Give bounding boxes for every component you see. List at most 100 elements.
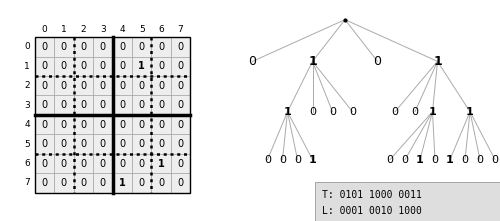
Bar — [132, 115, 152, 134]
Text: 0: 0 — [100, 178, 106, 188]
Text: 0: 0 — [309, 107, 316, 117]
Bar — [74, 115, 93, 134]
Bar — [171, 57, 190, 76]
Text: 6: 6 — [24, 159, 30, 168]
Bar — [34, 173, 54, 193]
Text: 0: 0 — [412, 107, 418, 117]
Text: 0: 0 — [80, 178, 86, 188]
Text: 0: 0 — [178, 42, 184, 52]
Text: 0: 0 — [158, 100, 164, 110]
Bar — [34, 154, 54, 173]
Text: 0: 0 — [158, 178, 164, 188]
Bar — [93, 115, 112, 134]
Text: 0: 0 — [138, 100, 144, 110]
Bar — [54, 173, 74, 193]
Text: 5: 5 — [24, 140, 30, 149]
Bar — [34, 95, 54, 115]
Bar — [132, 134, 152, 154]
Text: 1: 1 — [466, 107, 474, 117]
Text: 7: 7 — [178, 25, 184, 34]
Text: 0: 0 — [100, 120, 106, 130]
Text: 0: 0 — [61, 61, 67, 71]
Text: 0: 0 — [80, 61, 86, 71]
Text: 1: 1 — [284, 107, 292, 117]
Text: 0: 0 — [119, 158, 126, 169]
Text: 0: 0 — [138, 178, 144, 188]
Text: 0: 0 — [158, 61, 164, 71]
FancyBboxPatch shape — [315, 182, 500, 221]
Bar — [74, 76, 93, 95]
Text: 0: 0 — [462, 155, 468, 165]
Text: 3: 3 — [24, 101, 30, 110]
Bar — [74, 154, 93, 173]
Bar — [132, 76, 152, 95]
Text: 0: 0 — [279, 155, 286, 165]
Text: 5: 5 — [139, 25, 144, 34]
Bar — [112, 57, 132, 76]
Text: 6: 6 — [158, 25, 164, 34]
Text: 0: 0 — [80, 42, 86, 52]
Text: 0: 0 — [80, 139, 86, 149]
Bar — [74, 37, 93, 57]
Text: 0: 0 — [248, 55, 256, 68]
Text: 0: 0 — [349, 107, 356, 117]
Bar — [171, 37, 190, 57]
Text: 0: 0 — [61, 120, 67, 130]
Text: 0: 0 — [492, 155, 498, 165]
Bar — [54, 95, 74, 115]
Bar — [152, 173, 171, 193]
Text: 0: 0 — [61, 81, 67, 91]
Text: 1: 1 — [119, 178, 126, 188]
Bar — [152, 154, 171, 173]
Text: 0: 0 — [42, 42, 48, 52]
Text: 0: 0 — [100, 158, 106, 169]
Bar — [132, 95, 152, 115]
Bar — [171, 173, 190, 193]
Text: 1: 1 — [308, 155, 316, 165]
Text: 0: 0 — [178, 139, 184, 149]
Text: 0: 0 — [42, 61, 48, 71]
Bar — [93, 173, 112, 193]
Bar — [171, 154, 190, 173]
Text: 4: 4 — [120, 25, 125, 34]
Text: 0: 0 — [42, 158, 48, 169]
Bar — [112, 76, 132, 95]
Bar — [171, 115, 190, 134]
Bar — [74, 173, 93, 193]
Text: 0: 0 — [138, 42, 144, 52]
Text: 0: 0 — [158, 81, 164, 91]
Text: 0: 0 — [138, 120, 144, 130]
Bar — [74, 57, 93, 76]
Bar — [54, 37, 74, 57]
Text: 1: 1 — [446, 155, 454, 165]
Text: 0: 0 — [392, 107, 398, 117]
Text: 0: 0 — [374, 55, 382, 68]
Bar — [34, 37, 54, 57]
Bar — [152, 76, 171, 95]
Text: 0: 0 — [264, 155, 271, 165]
Text: 0: 0 — [119, 100, 126, 110]
Bar — [112, 173, 132, 193]
Bar — [54, 57, 74, 76]
Text: 1: 1 — [433, 55, 442, 68]
Bar — [132, 37, 152, 57]
Text: 0: 0 — [119, 42, 126, 52]
Text: 0: 0 — [80, 158, 86, 169]
Text: 0: 0 — [42, 25, 48, 34]
Text: 2: 2 — [24, 81, 30, 90]
Bar — [54, 115, 74, 134]
Text: 0: 0 — [61, 100, 67, 110]
Text: 0: 0 — [178, 100, 184, 110]
Text: 0: 0 — [138, 81, 144, 91]
Text: 1: 1 — [138, 61, 145, 71]
Text: 3: 3 — [100, 25, 105, 34]
Text: 1: 1 — [61, 25, 67, 34]
Bar — [132, 154, 152, 173]
Text: 7: 7 — [24, 179, 30, 187]
Text: 0: 0 — [119, 81, 126, 91]
Text: 0: 0 — [178, 158, 184, 169]
Text: 0: 0 — [80, 81, 86, 91]
Text: 0: 0 — [178, 178, 184, 188]
Bar — [171, 134, 190, 154]
Bar — [93, 57, 112, 76]
